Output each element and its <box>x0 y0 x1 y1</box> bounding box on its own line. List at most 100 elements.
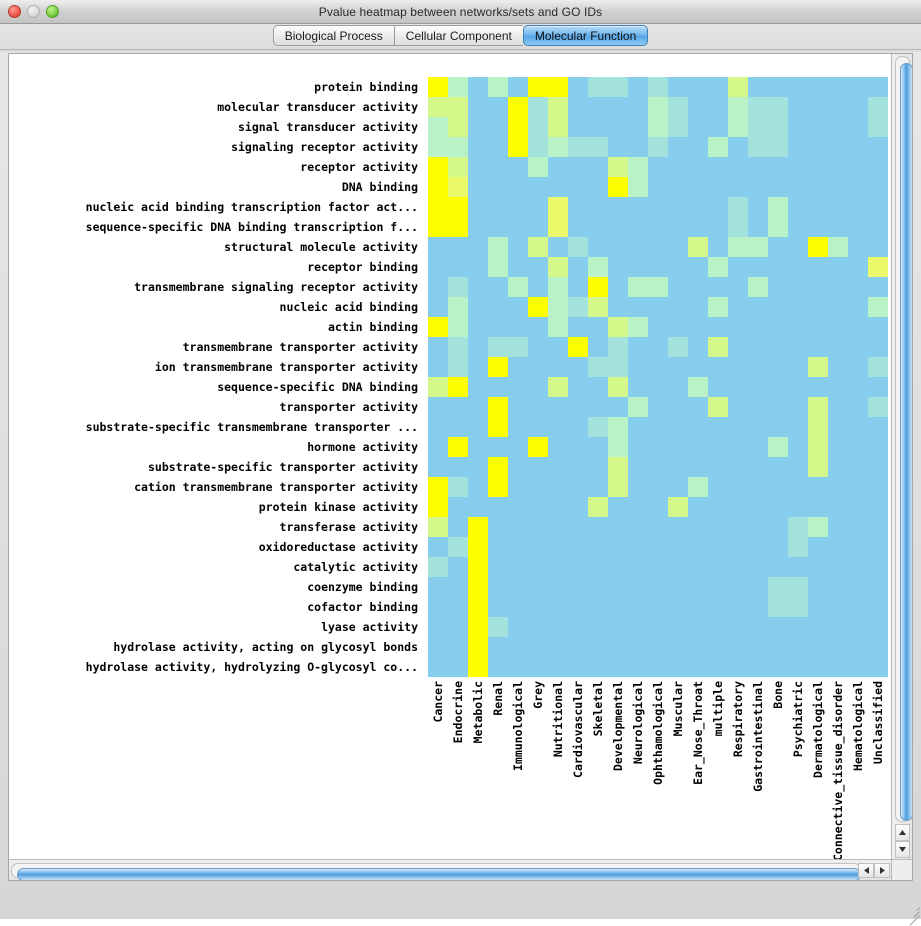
heatmap-cell[interactable] <box>428 637 448 657</box>
heatmap-cell[interactable] <box>868 277 888 297</box>
heatmap-cell[interactable] <box>448 397 468 417</box>
heatmap-cell[interactable] <box>488 437 508 457</box>
heatmap-cell[interactable] <box>648 297 668 317</box>
heatmap-cell[interactable] <box>868 457 888 477</box>
heatmap-cell[interactable] <box>708 337 728 357</box>
heatmap-cell[interactable] <box>588 397 608 417</box>
heatmap-cell[interactable] <box>608 357 628 377</box>
heatmap-cell[interactable] <box>468 357 488 377</box>
heatmap-cell[interactable] <box>628 277 648 297</box>
heatmap-cell[interactable] <box>628 497 648 517</box>
heatmap-cell[interactable] <box>828 297 848 317</box>
heatmap-cell[interactable] <box>848 257 868 277</box>
heatmap-cell[interactable] <box>788 637 808 657</box>
heatmap-cell[interactable] <box>548 157 568 177</box>
heatmap-cell[interactable] <box>708 657 728 677</box>
heatmap-cell[interactable] <box>668 377 688 397</box>
heatmap-cell[interactable] <box>588 577 608 597</box>
heatmap-cell[interactable] <box>788 617 808 637</box>
heatmap-cell[interactable] <box>628 177 648 197</box>
heatmap-cell[interactable] <box>488 257 508 277</box>
heatmap-cell[interactable] <box>728 337 748 357</box>
heatmap-cell[interactable] <box>668 197 688 217</box>
heatmap-cell[interactable] <box>648 237 668 257</box>
heatmap-cell[interactable] <box>828 337 848 357</box>
heatmap-cell[interactable] <box>528 577 548 597</box>
heatmap-cell[interactable] <box>548 297 568 317</box>
heatmap-cell[interactable] <box>868 197 888 217</box>
heatmap-cell[interactable] <box>448 517 468 537</box>
heatmap-cell[interactable] <box>588 477 608 497</box>
heatmap-cell[interactable] <box>488 557 508 577</box>
heatmap-cell[interactable] <box>768 437 788 457</box>
heatmap-cell[interactable] <box>488 497 508 517</box>
heatmap-cell[interactable] <box>568 577 588 597</box>
heatmap-cell[interactable] <box>468 217 488 237</box>
heatmap-cell[interactable] <box>508 617 528 637</box>
heatmap-cell[interactable] <box>528 537 548 557</box>
heatmap-cell[interactable] <box>468 597 488 617</box>
heatmap-cell[interactable] <box>448 237 468 257</box>
heatmap-cell[interactable] <box>748 417 768 437</box>
vertical-scroll-track[interactable] <box>895 56 912 822</box>
heatmap-cell[interactable] <box>588 117 608 137</box>
heatmap-grid[interactable] <box>428 77 888 677</box>
heatmap-cell[interactable] <box>848 177 868 197</box>
heatmap-cell[interactable] <box>488 177 508 197</box>
heatmap-cell[interactable] <box>728 97 748 117</box>
heatmap-cell[interactable] <box>768 577 788 597</box>
heatmap-cell[interactable] <box>728 557 748 577</box>
heatmap-cell[interactable] <box>488 457 508 477</box>
heatmap-cell[interactable] <box>848 117 868 137</box>
heatmap-cell[interactable] <box>808 217 828 237</box>
heatmap-cell[interactable] <box>668 617 688 637</box>
heatmap-cell[interactable] <box>768 317 788 337</box>
heatmap-cell[interactable] <box>788 557 808 577</box>
heatmap-cell[interactable] <box>748 357 768 377</box>
heatmap-cell[interactable] <box>428 157 448 177</box>
heatmap-cell[interactable] <box>448 537 468 557</box>
heatmap-cell[interactable] <box>428 177 448 197</box>
heatmap-cell[interactable] <box>708 257 728 277</box>
heatmap-cell[interactable] <box>448 637 468 657</box>
heatmap-cell[interactable] <box>508 577 528 597</box>
heatmap-cell[interactable] <box>788 357 808 377</box>
heatmap-cell[interactable] <box>648 417 668 437</box>
heatmap-cell[interactable] <box>868 397 888 417</box>
heatmap-cell[interactable] <box>868 217 888 237</box>
horizontal-scroll-track[interactable] <box>11 863 861 880</box>
heatmap-cell[interactable] <box>788 97 808 117</box>
heatmap-cell[interactable] <box>828 457 848 477</box>
heatmap-cell[interactable] <box>568 237 588 257</box>
heatmap-cell[interactable] <box>568 377 588 397</box>
heatmap-cell[interactable] <box>688 117 708 137</box>
heatmap-cell[interactable] <box>608 277 628 297</box>
heatmap-cell[interactable] <box>588 617 608 637</box>
heatmap-cell[interactable] <box>428 137 448 157</box>
heatmap-cell[interactable] <box>628 597 648 617</box>
heatmap-cell[interactable] <box>828 617 848 637</box>
heatmap-cell[interactable] <box>628 537 648 557</box>
heatmap-cell[interactable] <box>848 157 868 177</box>
heatmap-cell[interactable] <box>808 617 828 637</box>
heatmap-cell[interactable] <box>428 577 448 597</box>
heatmap-cell[interactable] <box>668 517 688 537</box>
heatmap-cell[interactable] <box>868 537 888 557</box>
heatmap-cell[interactable] <box>648 77 668 97</box>
heatmap-cell[interactable] <box>688 657 708 677</box>
heatmap-cell[interactable] <box>608 397 628 417</box>
heatmap-cell[interactable] <box>808 657 828 677</box>
heatmap-cell[interactable] <box>448 117 468 137</box>
heatmap-cell[interactable] <box>428 417 448 437</box>
heatmap-cell[interactable] <box>588 277 608 297</box>
heatmap-cell[interactable] <box>768 477 788 497</box>
heatmap-cell[interactable] <box>748 617 768 637</box>
scroll-up-icon[interactable] <box>895 824 910 841</box>
heatmap-cell[interactable] <box>768 217 788 237</box>
heatmap-cell[interactable] <box>708 457 728 477</box>
heatmap-cell[interactable] <box>788 377 808 397</box>
heatmap-cell[interactable] <box>628 477 648 497</box>
heatmap-cell[interactable] <box>648 537 668 557</box>
heatmap-cell[interactable] <box>728 77 748 97</box>
heatmap-cell[interactable] <box>648 517 668 537</box>
